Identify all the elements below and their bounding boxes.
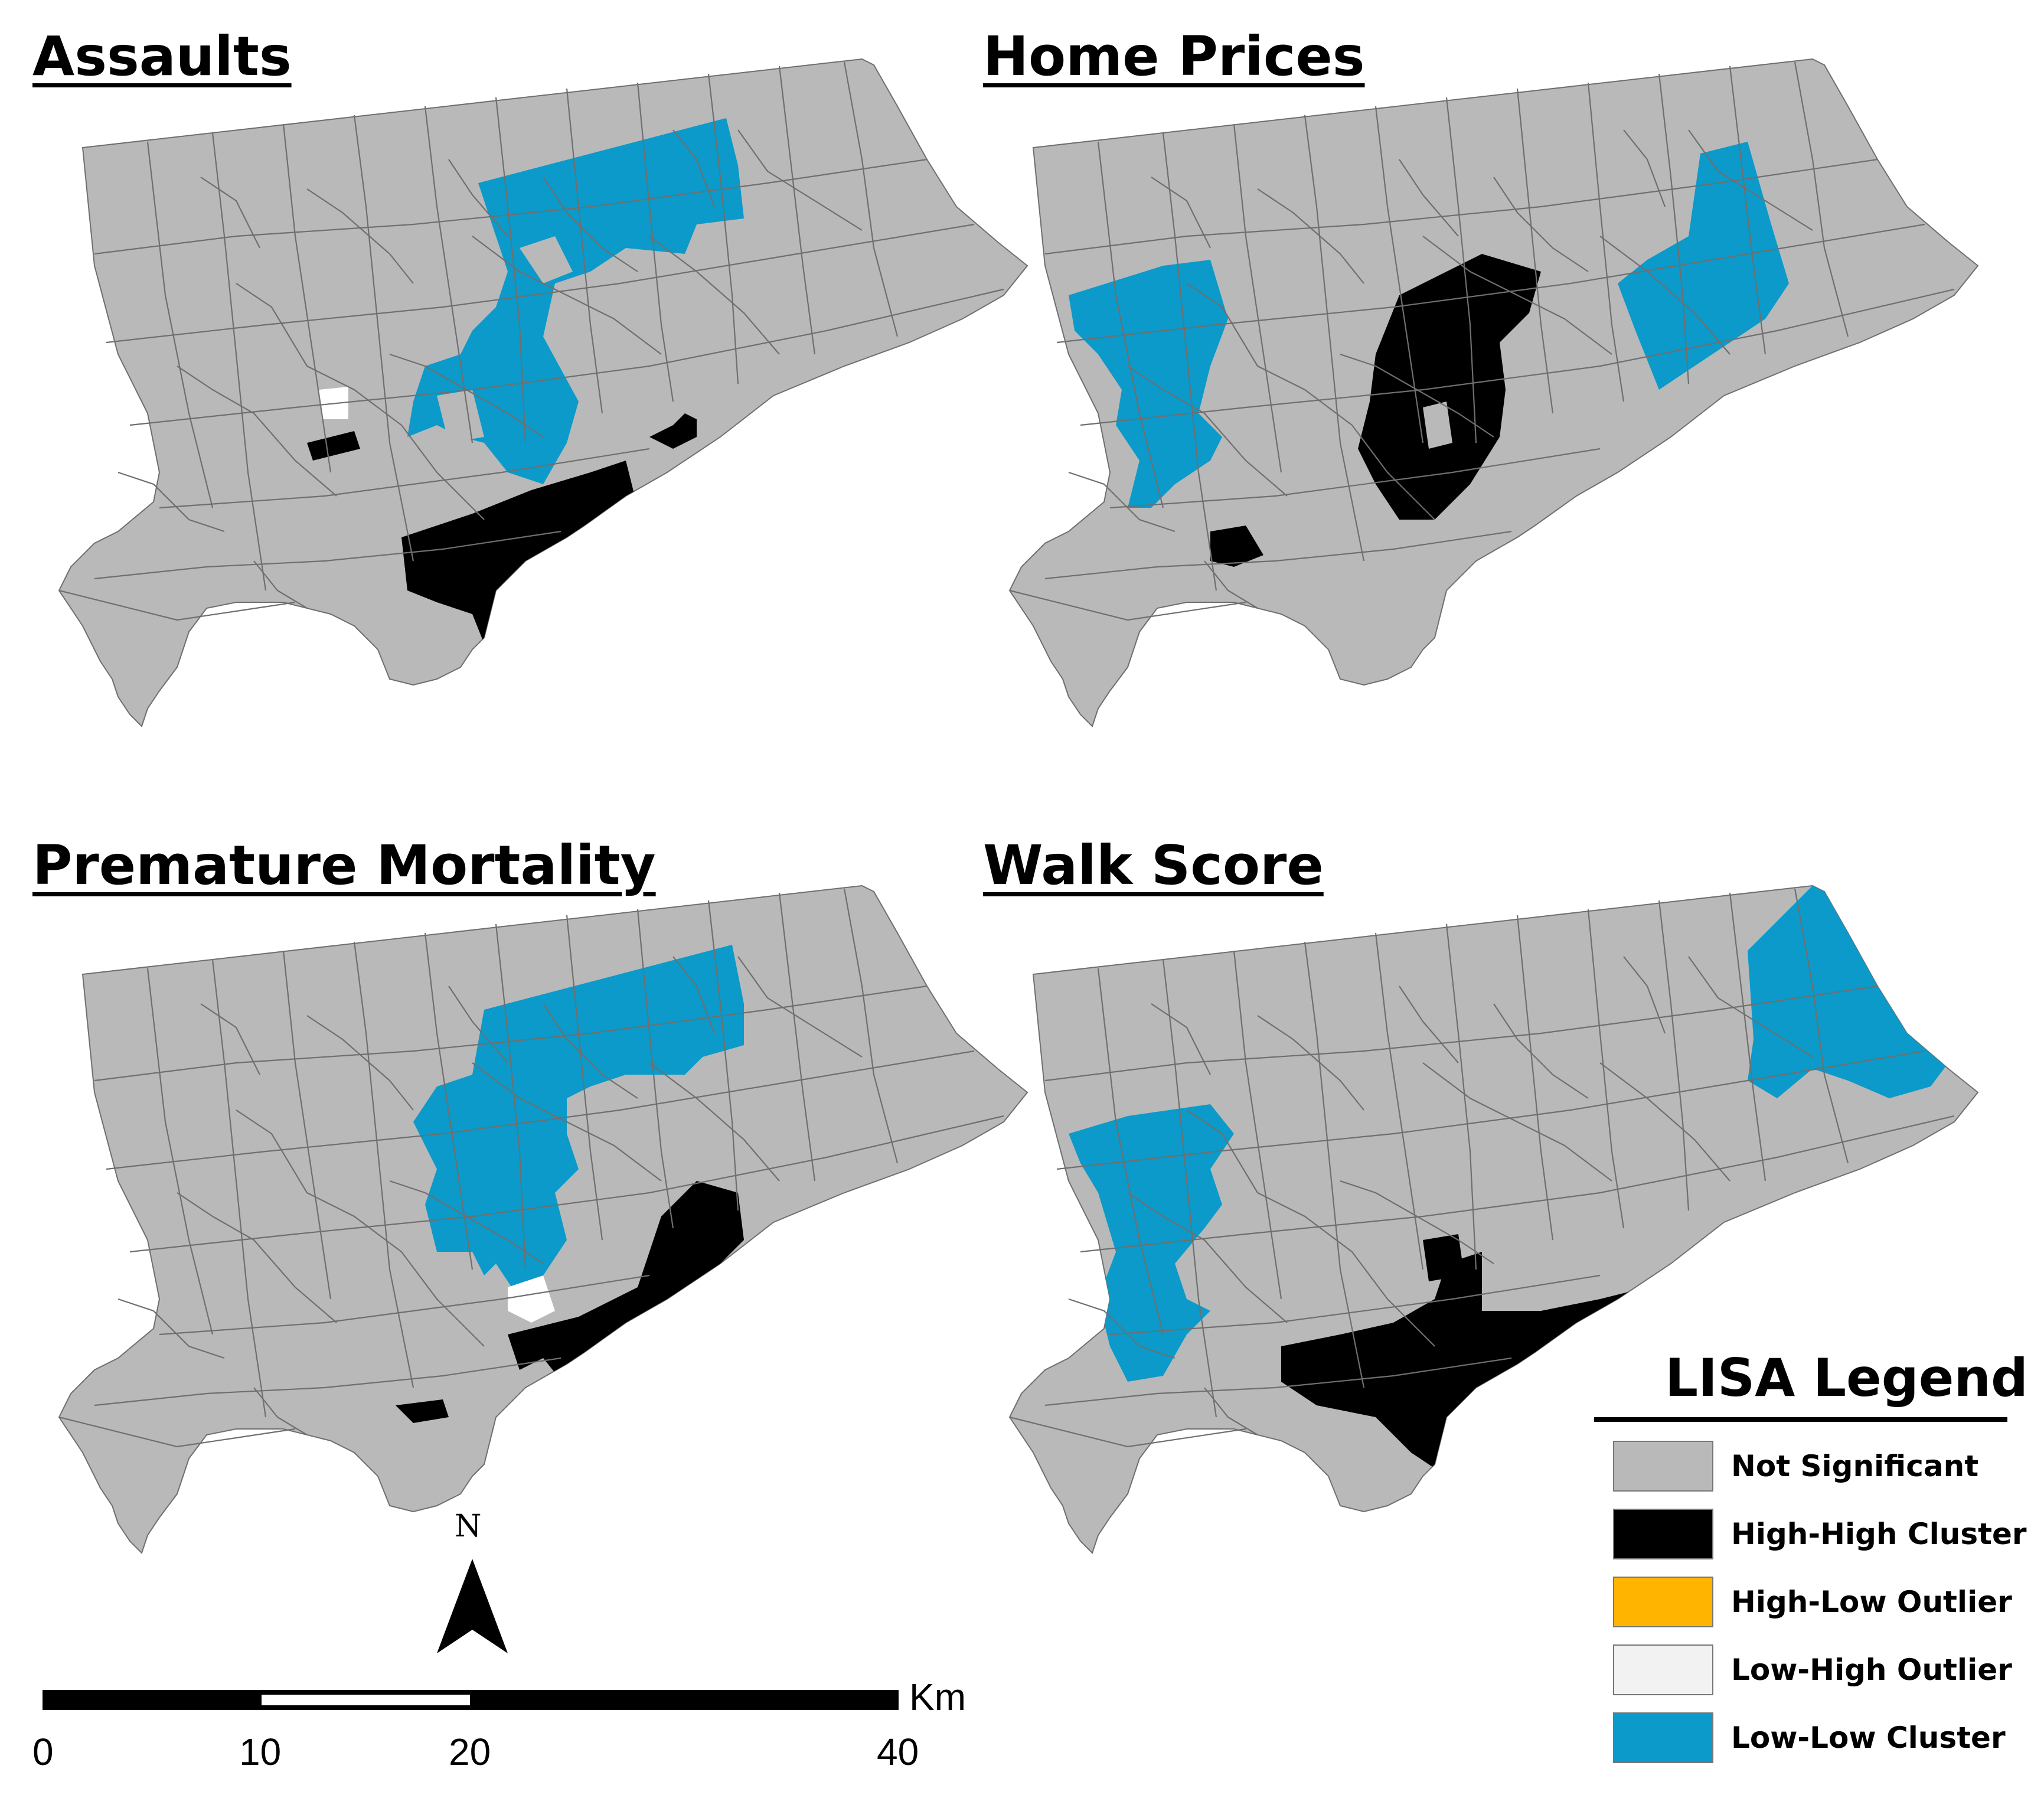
north-arrow-icon (437, 1559, 508, 1653)
scale-tick-label: 0 (32, 1731, 54, 1773)
map-walk-score (1008, 885, 1978, 1554)
panel-title-walk-score: Walk Score (983, 834, 1324, 897)
legend-swatch (1613, 1509, 1713, 1559)
panel-title-home-prices: Home Prices (983, 25, 1365, 88)
map-home-prices (1008, 58, 1978, 727)
legend-label: High-Low Outlier (1731, 1585, 2012, 1619)
legend-item-not-significant: Not Significant (1613, 1441, 1978, 1492)
legend-title: LISA Legend (1665, 1347, 2029, 1408)
legend-item-low-low-cluster: Low-Low Cluster (1613, 1712, 2006, 1763)
legend-divider (1594, 1417, 2007, 1422)
legend-label: Low-High Outlier (1731, 1653, 2012, 1687)
panel-title-assaults: Assaults (32, 25, 292, 88)
north-label: N (455, 1509, 482, 1544)
legend-swatch (1613, 1712, 1713, 1763)
legend-swatch (1613, 1441, 1713, 1492)
legend-item-high-low-outlier: High-Low Outlier (1613, 1577, 2012, 1627)
map-premature-mortality (58, 885, 1028, 1554)
map-assaults (58, 58, 1028, 727)
legend-swatch (1613, 1644, 1713, 1695)
panel-title-premature-mortality: Premature Mortality (32, 834, 656, 897)
legend-label: Not Significant (1731, 1449, 1979, 1483)
scale-bar (43, 1690, 899, 1710)
legend-item-high-high-cluster: High-High Cluster (1613, 1509, 2027, 1559)
legend-item-low-high-outlier: Low-High Outlier (1613, 1644, 2012, 1695)
legend-label: High-High Cluster (1731, 1517, 2027, 1551)
scale-unit-label: Km (909, 1676, 966, 1718)
scale-tick-label: 40 (877, 1731, 919, 1773)
scale-tick-label: 10 (239, 1731, 282, 1773)
legend-label: Low-Low Cluster (1731, 1721, 2006, 1755)
scale-tick-label: 20 (449, 1731, 491, 1773)
legend-swatch (1613, 1577, 1713, 1627)
